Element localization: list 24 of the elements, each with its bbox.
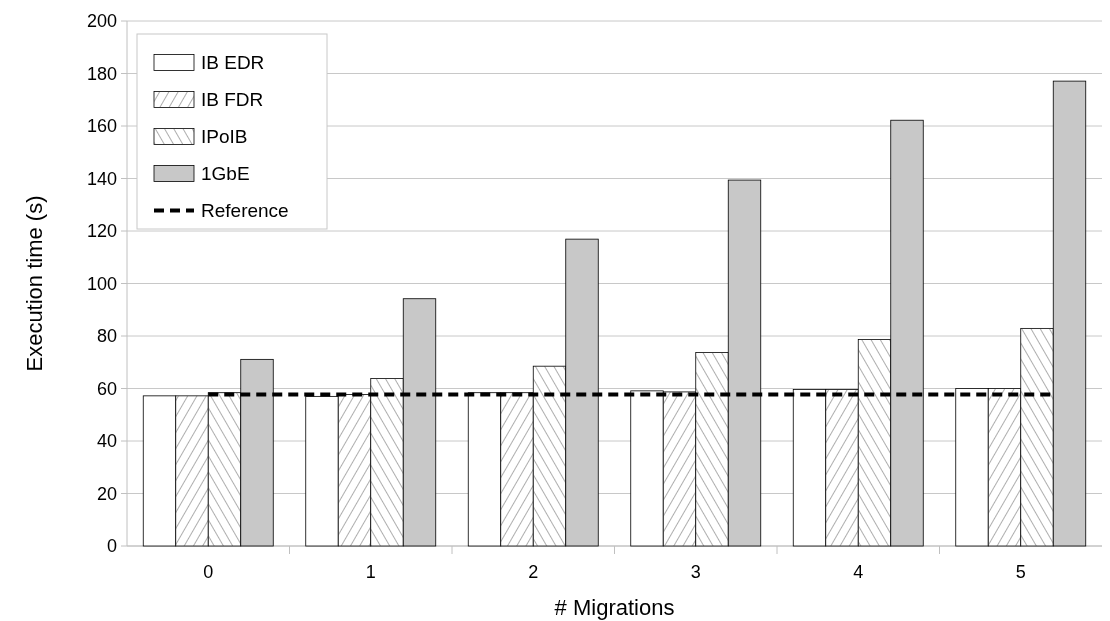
legend-label: 1GbE — [201, 163, 250, 185]
x-tick-label: 4 — [853, 562, 864, 582]
y-axis-title: Execution time (s) — [22, 195, 47, 372]
x-tick-label: 0 — [203, 562, 214, 582]
x-axis-title: # Migrations — [554, 595, 675, 620]
x-tick-label: 3 — [690, 562, 701, 582]
legend-label: IB FDR — [201, 89, 264, 111]
y-tick-label: 180 — [86, 63, 117, 84]
y-tick-label: 40 — [96, 431, 117, 452]
x-tick-label: 1 — [365, 562, 376, 582]
legend-label: IPoIB — [201, 126, 248, 148]
y-tick-label: 20 — [96, 483, 117, 504]
legend-label: IB EDR — [201, 52, 265, 74]
y-tick-label: 200 — [86, 11, 117, 32]
y-tick-label: 140 — [86, 168, 117, 189]
y-tick-label: 80 — [96, 326, 117, 347]
y-tick-label: 160 — [86, 116, 117, 137]
y-tick-label: 60 — [96, 378, 117, 399]
legend-label: Reference — [201, 200, 289, 222]
y-tick-label: 100 — [86, 273, 117, 294]
y-tick-label: 120 — [86, 221, 117, 242]
x-tick-label: 5 — [1015, 562, 1026, 582]
x-tick-label: 2 — [528, 562, 539, 582]
y-tick-label: 0 — [106, 536, 117, 557]
